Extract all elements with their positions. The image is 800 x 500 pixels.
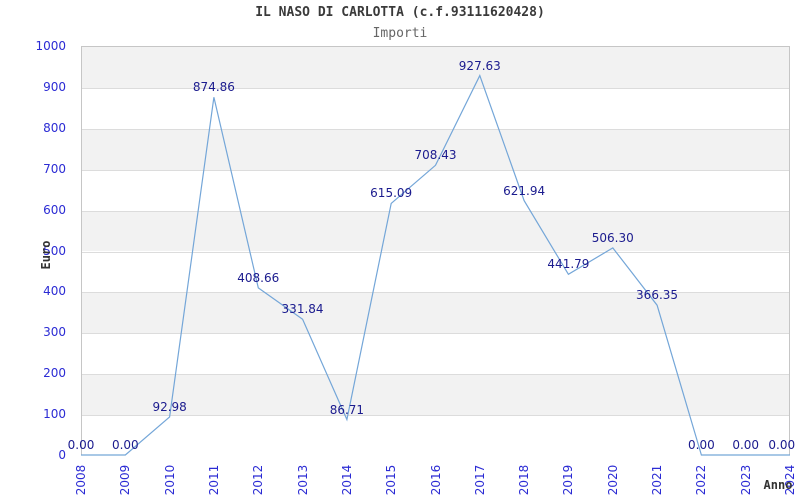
gridline: [82, 415, 789, 417]
data-point-label: 621.94: [503, 183, 546, 198]
x-tick-label: 2013: [295, 464, 310, 496]
y-tick-label: 600: [43, 202, 66, 217]
x-tick-label: 2016: [428, 464, 443, 496]
x-tick-label: 2023: [738, 464, 753, 496]
plot-band: [82, 292, 789, 334]
data-point-label: 0.00: [111, 438, 139, 452]
y-tick-label: 0: [58, 448, 66, 462]
x-tick-label: 2020: [605, 464, 620, 496]
x-tick-label: 2008: [74, 464, 88, 496]
plot-band: [82, 87, 789, 129]
x-tick-label: 2015: [384, 464, 399, 496]
y-tick-label: 400: [43, 284, 66, 299]
gridline: [82, 87, 789, 89]
y-tick-label: 100: [43, 407, 66, 422]
x-tick-label: 2018: [517, 464, 532, 496]
y-tick-label: 200: [43, 366, 66, 381]
x-tick-label: 2012: [251, 464, 266, 496]
y-tick-label: 1000: [35, 39, 66, 53]
x-tick-label: 2009: [118, 464, 133, 496]
y-axis-title: Euro: [39, 240, 53, 270]
x-tick-label: 2014: [339, 464, 354, 496]
y-tick-label: 900: [43, 79, 66, 94]
x-axis-title: Anno: [763, 478, 793, 492]
data-point-label: 86.71: [329, 402, 365, 417]
plot-band: [82, 169, 789, 211]
plot-band: [82, 128, 789, 170]
gridline: [82, 128, 789, 130]
data-point-label: 615.09: [370, 186, 413, 201]
plot-band: [82, 210, 789, 252]
data-point-label: 506.30: [591, 230, 634, 245]
gridline: [82, 333, 789, 335]
data-point-label: 0.00: [768, 438, 796, 452]
y-tick-label: 800: [43, 120, 66, 135]
data-point-label: 366.35: [636, 288, 679, 303]
data-point-label: 441.79: [547, 257, 590, 272]
plot-band: [82, 415, 789, 456]
x-tick-label: 2022: [694, 464, 709, 496]
gridline: [82, 251, 789, 253]
chart-title: IL NASO DI CARLOTTA (c.f.93111620428): [255, 5, 545, 20]
data-point-label: 0.00: [688, 438, 715, 452]
chart-subtitle: Importi: [372, 26, 428, 41]
importi-line-series: [81, 74, 790, 456]
x-tick-label: 2021: [650, 464, 665, 496]
data-point-label: 92.98: [152, 399, 187, 414]
y-tick-label: 700: [43, 161, 66, 176]
x-tick-label: 2017: [472, 464, 487, 496]
plot-band: [82, 47, 789, 88]
data-point-label: 874.86: [192, 80, 235, 95]
data-point-label: 0.00: [732, 438, 760, 452]
plot-band: [82, 374, 789, 416]
gridline: [82, 210, 789, 212]
plot-band: [82, 251, 789, 293]
y-tick-label: 500: [43, 243, 66, 258]
y-tick-label: 300: [43, 325, 66, 340]
x-tick-label: 2010: [162, 464, 177, 496]
data-point-label: 408.66: [237, 270, 280, 285]
x-tick-label: 2019: [561, 464, 576, 496]
gridline: [82, 169, 789, 171]
x-tick-label: 2011: [206, 464, 221, 496]
plot-area: [81, 46, 790, 456]
gridline: [82, 374, 789, 376]
data-point-label: 708.43: [414, 148, 457, 163]
data-point-label: 927.63: [458, 58, 501, 73]
data-point-label: 0.00: [67, 438, 95, 452]
gridline: [82, 292, 789, 294]
data-point-label: 331.84: [281, 302, 324, 317]
